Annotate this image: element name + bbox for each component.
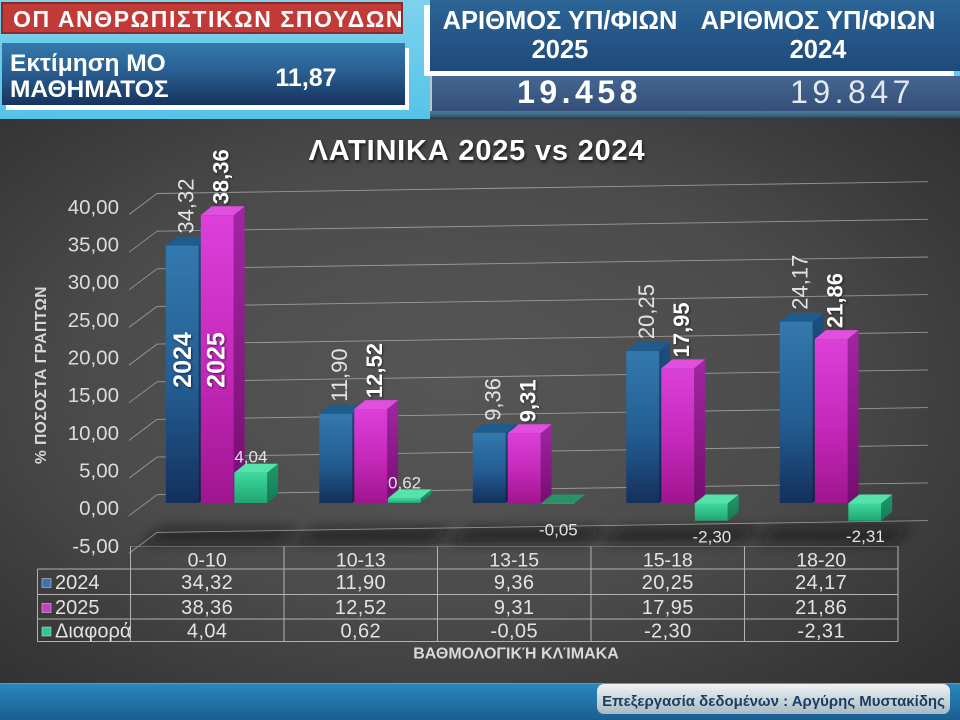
svg-text:35,00: 35,00 xyxy=(68,234,119,257)
svg-text:9,36: 9,36 xyxy=(494,572,535,594)
svg-text:40,00: 40,00 xyxy=(68,196,119,219)
svg-text:-2,31: -2,31 xyxy=(797,621,845,643)
svg-text:-2,30: -2,30 xyxy=(644,621,692,643)
svg-text:-2,31: -2,31 xyxy=(846,527,885,546)
svg-text:25,00: 25,00 xyxy=(68,309,119,332)
svg-text:Διαφορά: Διαφορά xyxy=(55,621,131,643)
svg-text:15-18: 15-18 xyxy=(643,550,693,572)
svg-text:18-20: 18-20 xyxy=(796,550,846,572)
svg-text:9,31: 9,31 xyxy=(494,597,535,619)
svg-text:0,00: 0,00 xyxy=(79,497,119,520)
svg-text:38,36: 38,36 xyxy=(181,597,233,619)
svg-text:20,25: 20,25 xyxy=(642,572,694,594)
svg-text:0,62: 0,62 xyxy=(341,621,382,643)
svg-text:24,17: 24,17 xyxy=(788,255,813,310)
svg-text:17,95: 17,95 xyxy=(642,597,694,619)
svg-text:9,36: 9,36 xyxy=(481,378,506,421)
svg-text:30,00: 30,00 xyxy=(68,271,119,294)
svg-text:4,04: 4,04 xyxy=(234,448,267,467)
svg-text:0,62: 0,62 xyxy=(388,474,421,493)
svg-text:12,52: 12,52 xyxy=(362,343,387,398)
svg-text:10,00: 10,00 xyxy=(68,422,119,445)
svg-text:9,31: 9,31 xyxy=(516,379,541,422)
svg-text:12,52: 12,52 xyxy=(335,597,387,619)
svg-text:2024: 2024 xyxy=(55,572,100,594)
svg-text:2025: 2025 xyxy=(203,332,231,388)
svg-text:34,32: 34,32 xyxy=(181,572,233,594)
svg-text:21,86: 21,86 xyxy=(823,273,848,328)
svg-text:38,36: 38,36 xyxy=(209,149,234,204)
svg-text:34,32: 34,32 xyxy=(174,179,199,234)
svg-text:4,04: 4,04 xyxy=(187,621,228,643)
svg-text:20,00: 20,00 xyxy=(68,347,119,370)
svg-text:-0,05: -0,05 xyxy=(490,621,538,643)
svg-text:13-15: 13-15 xyxy=(489,550,539,572)
svg-text:10-13: 10-13 xyxy=(336,550,386,572)
svg-text:11,90: 11,90 xyxy=(327,348,352,401)
svg-text:24,17: 24,17 xyxy=(795,572,847,594)
svg-text:ΒΑΘΜΟΛΟΓΙΚΉ ΚΛΊΜΑΚΑ: ΒΑΘΜΟΛΟΓΙΚΉ ΚΛΊΜΑΚΑ xyxy=(413,646,619,663)
svg-text:11,90: 11,90 xyxy=(336,572,387,594)
svg-text:21,86: 21,86 xyxy=(795,597,847,619)
svg-text:-5,00: -5,00 xyxy=(72,535,119,558)
svg-text:-2,30: -2,30 xyxy=(693,528,732,547)
svg-text:2024: 2024 xyxy=(169,332,197,388)
svg-text:-0,05: -0,05 xyxy=(539,521,578,540)
svg-text:% ΠΟΣΟΣΤΑ ΓΡΑΠΤΩΝ: % ΠΟΣΟΣΤΑ ΓΡΑΠΤΩΝ xyxy=(33,286,50,464)
svg-text:20,25: 20,25 xyxy=(634,284,659,339)
svg-text:5,00: 5,00 xyxy=(79,460,119,483)
svg-text:2025: 2025 xyxy=(55,597,100,619)
svg-text:0-10: 0-10 xyxy=(188,550,227,572)
svg-text:15,00: 15,00 xyxy=(68,384,119,407)
svg-text:17,95: 17,95 xyxy=(669,302,694,357)
